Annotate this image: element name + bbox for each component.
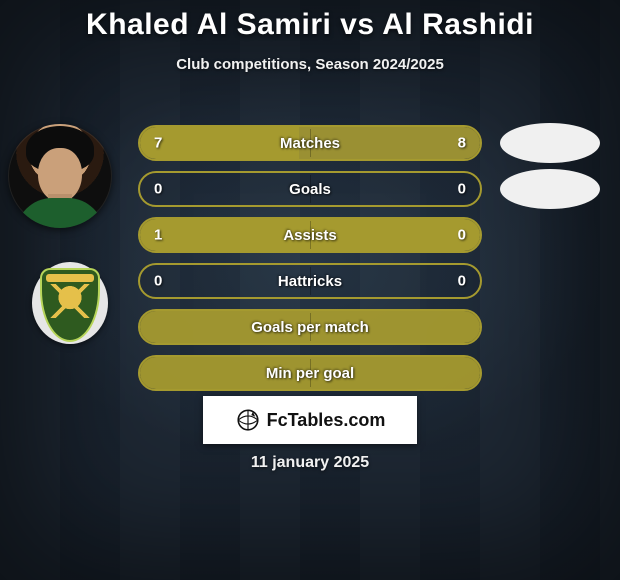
subtitle: Club competitions, Season 2024/2025	[0, 56, 620, 73]
player-left-avatar	[8, 124, 112, 228]
metric-value-left: 1	[154, 227, 162, 244]
metric-fill-left	[140, 127, 299, 159]
metric-value-right: 8	[458, 135, 466, 152]
metric-label: Matches	[280, 135, 340, 152]
metric-label: Assists	[283, 227, 336, 244]
fctables-label: FcTables.com	[267, 410, 386, 431]
metric-bar: 1 0 Assists	[138, 217, 482, 253]
fctables-logo-icon	[235, 407, 261, 433]
date-label: 11 january 2025	[0, 454, 620, 472]
player-right-badge	[500, 123, 600, 163]
metric-label: Goals per match	[251, 319, 369, 336]
metric-label: Goals	[289, 181, 331, 198]
metric-value-left: 0	[154, 273, 162, 290]
metric-row: Min per goal	[0, 350, 620, 396]
metric-value-left: 7	[154, 135, 162, 152]
metric-bar: 0 0 Goals	[138, 171, 482, 207]
metric-bar: Min per goal	[138, 355, 482, 391]
metric-bar: 7 8 Matches	[138, 125, 482, 161]
player-left-club-badge	[32, 262, 108, 344]
metric-value-right: 0	[458, 273, 466, 290]
metric-bar: 0 0 Hattricks	[138, 263, 482, 299]
metric-value-right: 0	[458, 181, 466, 198]
metric-bar: Goals per match	[138, 309, 482, 345]
fctables-badge: FcTables.com	[203, 396, 417, 444]
player-right-badge	[500, 169, 600, 209]
metric-label: Hattricks	[278, 273, 342, 290]
metric-value-left: 0	[154, 181, 162, 198]
page-title: Khaled Al Samiri vs Al Rashidi	[0, 0, 620, 42]
metric-value-right: 0	[458, 227, 466, 244]
metric-label: Min per goal	[266, 365, 354, 382]
